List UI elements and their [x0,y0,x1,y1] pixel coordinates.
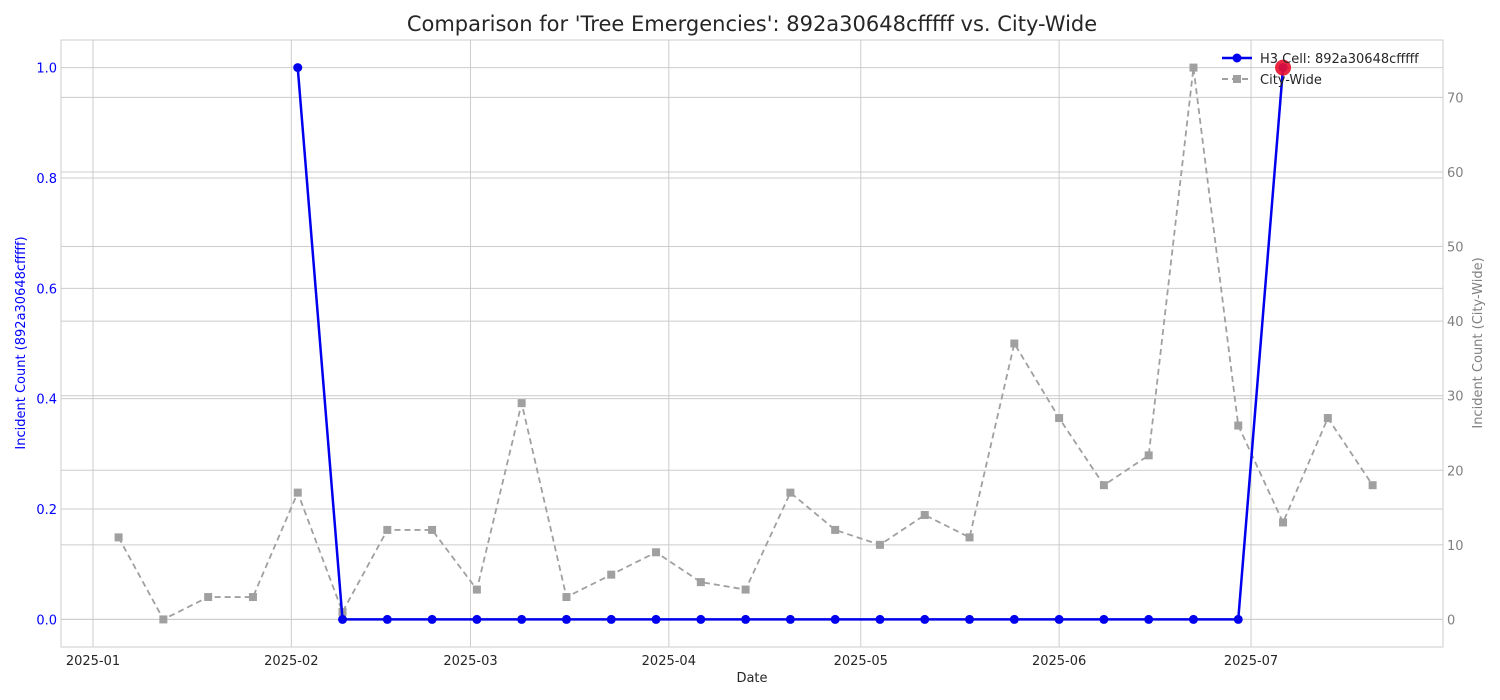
x-tick-label: 2025-04 [642,654,696,669]
y-right-tick-label: 10 [1447,539,1464,554]
x-tick-label: 2025-03 [443,654,497,669]
city-wide-point [741,585,750,594]
y-left-tick-label: 0.4 [36,393,57,408]
city-wide-point [1368,481,1377,490]
h3-cell-point [1233,614,1243,624]
h3-cell-point [1188,614,1198,624]
tick-layer: 2025-01 2025-02 2025-03 2025-04 2025-05 2025-… [36,62,1463,669]
city-wide-point [1279,518,1288,527]
city-wide-point [920,511,929,520]
h3-cell-point [427,614,437,624]
legend-city-marker [1233,75,1241,83]
city-wide-point [965,533,974,542]
city-wide-point [607,570,616,579]
legend-h3-label: H3 Cell: 892a30648cfffff [1260,52,1419,67]
h3-cell-point [382,614,392,624]
city-wide-point [114,533,123,542]
h3-cell-point [741,614,751,624]
h3-cell-point [875,614,885,624]
city-wide-point [562,593,571,602]
y-axis-left-label: Incident Count (892a30648cfffff) [14,236,29,449]
city-wide-point [383,525,392,534]
h3-cell-point [1009,614,1019,624]
h3-cell-point [561,614,571,624]
city-wide-point [517,399,526,408]
plot-frame [60,39,1444,648]
city-wide-point [696,578,705,587]
x-tick-label: 2025-05 [834,654,888,669]
city-wide-point [875,540,884,549]
y-axis-right-label: Incident Count (City-Wide) [1471,257,1486,428]
h3-cell-point [517,614,527,624]
h3-cell-point [1144,614,1154,624]
y-right-tick-label: 20 [1447,464,1464,479]
y-right-tick-label: 40 [1447,315,1464,330]
h3-cell-point [472,614,482,624]
city-wide-point [293,488,302,497]
y-right-tick-label: 70 [1447,91,1464,106]
h3-cell-point [1099,614,1109,624]
x-tick-label: 2025-01 [66,654,120,669]
city-wide-point [1144,451,1153,460]
h3-cell-point [1054,614,1064,624]
x-tick-label: 2025-02 [264,654,318,669]
h3-cell-point [606,614,616,624]
city-wide-point [1189,63,1198,72]
y-left-tick-label: 0.2 [36,503,57,518]
y-left-tick-label: 1.0 [36,62,57,77]
city-wide-point [1010,339,1019,348]
city-wide-series-line [117,67,1374,621]
legend-city-label: City-Wide [1260,73,1322,88]
city-wide-point [248,593,257,602]
city-wide-point [1099,481,1108,490]
legend-h3-marker [1232,53,1242,63]
h3-cell-point [651,614,661,624]
city-wide-point [1055,414,1064,423]
h3-cell-point [830,614,840,624]
h3-cell-point [785,614,795,624]
h3-cell-point [696,614,706,624]
y-left-tick-label: 0.8 [36,172,57,187]
y-left-tick-label: 0.6 [36,282,57,297]
city-wide-point [831,525,840,534]
y-left-tick-label: 0.0 [36,613,57,628]
city-wide-point [652,548,661,557]
series-layer [114,59,1377,624]
grid [61,40,1443,647]
city-wide-point [159,615,168,624]
city-wide-point [1323,414,1332,423]
x-tick-label: 2025-06 [1032,654,1086,669]
h3-cell-point [920,614,930,624]
city-wide-point [786,488,795,497]
h3-cell-series-line [296,67,1285,621]
y-right-tick-label: 30 [1447,390,1464,405]
h3-cell-point [965,614,975,624]
legend: H3 Cell: 892a30648cfffff City-Wide [1222,52,1419,88]
chart-title: Comparison for 'Tree Emergencies': 892a3… [407,12,1097,36]
city-wide-point [1234,421,1243,430]
h3-cell-point [338,614,348,624]
city-wide-point [428,525,437,534]
y-right-tick-label: 60 [1447,166,1464,181]
city-wide-point [472,585,481,594]
y-right-tick-label: 0 [1447,613,1455,628]
h3-cell-point [293,63,303,73]
highlight-point [1275,59,1292,76]
x-axis-label: Date [736,671,767,686]
x-tick-label: 2025-07 [1224,654,1278,669]
y-right-tick-label: 50 [1447,241,1464,256]
city-wide-point [204,593,213,602]
